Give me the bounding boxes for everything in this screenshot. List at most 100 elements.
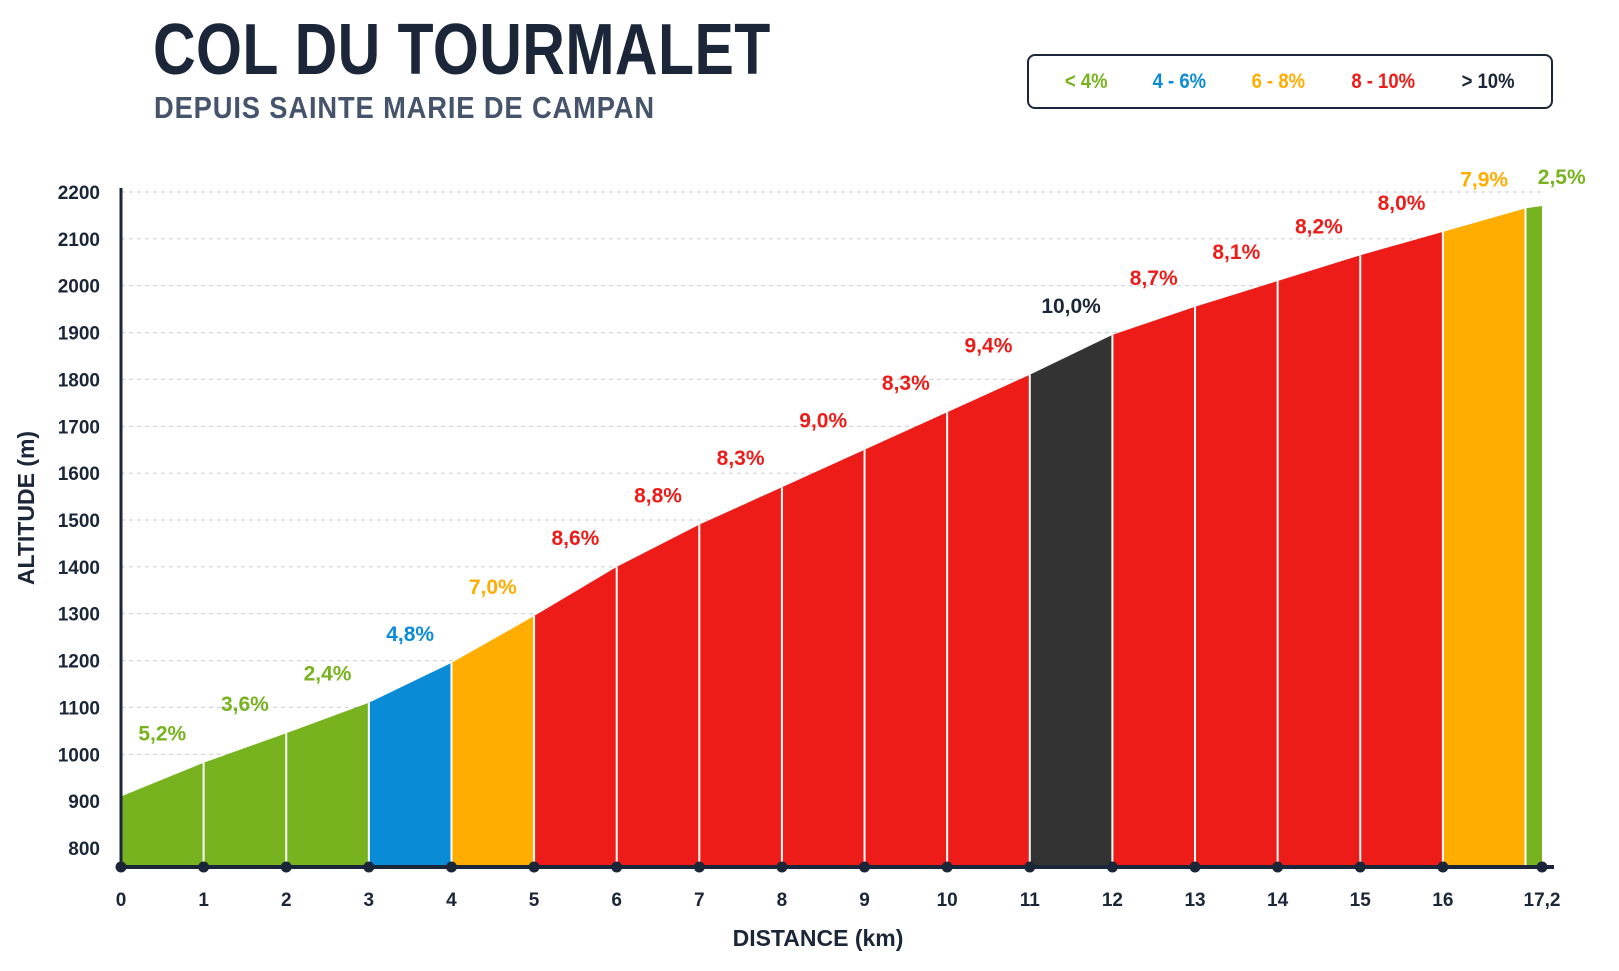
- segment-area: [1277, 255, 1361, 867]
- x-tick-dot: [363, 861, 375, 873]
- grade-label: 8,6%: [551, 527, 599, 550]
- y-tick-label: 1500: [58, 511, 100, 532]
- grade-label: 9,4%: [965, 335, 1013, 358]
- segment-area: [286, 702, 369, 867]
- x-tick-dot: [776, 861, 788, 873]
- x-tick-label: 4: [446, 890, 457, 911]
- segment-area: [121, 762, 204, 867]
- x-tick-label: 11: [1020, 890, 1041, 911]
- grade-label: 2,4%: [304, 663, 352, 686]
- y-tick-label: 1300: [58, 605, 100, 626]
- grade-label: 8,8%: [634, 485, 682, 508]
- segment-area: [1442, 208, 1526, 867]
- legend: < 4% 4 - 6% 6 - 8% 8 - 10% > 10%: [1027, 54, 1553, 109]
- y-tick-label: 1700: [58, 417, 100, 438]
- grade-label: 2,5%: [1538, 166, 1586, 189]
- x-tick-dot: [859, 861, 871, 873]
- segment-area: [947, 374, 1030, 867]
- grade-label: 8,7%: [1130, 267, 1178, 290]
- grade-label: 10,0%: [1041, 295, 1101, 318]
- y-tick-label: 1900: [58, 324, 100, 345]
- x-tick-dot: [611, 861, 623, 873]
- axes: [115, 188, 1554, 873]
- grade-label: 8,1%: [1212, 241, 1260, 264]
- grade-label: 8,3%: [882, 372, 930, 395]
- segment-area: [781, 449, 865, 867]
- x-tick-label: 9: [859, 890, 870, 911]
- x-tick-dot: [1536, 861, 1548, 873]
- y-tick-label: 2200: [58, 183, 100, 204]
- grade-label: 9,0%: [799, 410, 847, 433]
- segment-area: [1525, 206, 1542, 868]
- x-tick-label: 3: [364, 890, 375, 911]
- segment-area: [368, 662, 452, 867]
- grade-label: 7,0%: [469, 576, 517, 599]
- x-tick-dot: [1106, 861, 1118, 873]
- x-tick-dot: [1024, 861, 1036, 873]
- y-axis-title: ALTITUDE (m): [13, 431, 39, 585]
- chart-subtitle: DEPUIS SAINTE MARIE DE CAMPAN: [154, 90, 655, 125]
- x-tick-dot: [1189, 861, 1201, 873]
- segment-area: [1195, 281, 1278, 867]
- x-tick-label: 1: [198, 890, 209, 911]
- legend-item-gt10: > 10%: [1461, 69, 1515, 93]
- x-tick-dot: [693, 861, 705, 873]
- grade-label: 8,3%: [717, 447, 765, 470]
- legend-item-6-8: 6 - 8%: [1251, 69, 1305, 93]
- y-tick-label: 1600: [58, 464, 100, 485]
- tick-labels: 8009001000110012001300140015001600170018…: [58, 183, 1561, 911]
- segment-area: [203, 733, 287, 867]
- x-tick-dot: [280, 861, 292, 873]
- grade-label: 8,0%: [1378, 192, 1426, 215]
- x-tick-label: 12: [1102, 890, 1123, 911]
- x-axis-title: DISTANCE (km): [733, 925, 904, 951]
- legend-item-8-10: 8 - 10%: [1351, 69, 1415, 93]
- x-tick-dot: [1354, 861, 1366, 873]
- x-tick-dot: [528, 861, 540, 873]
- legend-item-4-6: 4 - 6%: [1152, 69, 1206, 93]
- y-tick-label: 2000: [58, 277, 100, 298]
- x-tick-label: 6: [611, 890, 622, 911]
- grade-label: 4,8%: [386, 623, 434, 646]
- legend-item-lt4: < 4%: [1065, 69, 1108, 93]
- y-tick-label: 800: [68, 839, 100, 860]
- gradient-segments: [121, 206, 1542, 868]
- x-tick-label: 8: [777, 890, 788, 911]
- segment-area: [699, 487, 782, 867]
- grade-label: 5,2%: [138, 723, 186, 746]
- y-tick-label: 2100: [58, 230, 100, 251]
- segment-area: [864, 412, 948, 867]
- x-tick-dot: [198, 861, 210, 873]
- x-tick-label: 17,2: [1524, 890, 1561, 911]
- x-tick-label: 5: [529, 890, 540, 911]
- y-tick-label: 1100: [59, 698, 100, 719]
- segment-area: [451, 616, 535, 867]
- segment-area: [1112, 306, 1196, 867]
- x-tick-label: 2: [281, 890, 292, 911]
- y-tick-label: 1000: [58, 745, 100, 766]
- x-tick-label: 16: [1432, 890, 1453, 911]
- x-tick-label: 10: [937, 890, 958, 911]
- segment-dividers: [202, 208, 1527, 867]
- x-tick-label: 13: [1184, 890, 1205, 911]
- y-tick-label: 900: [68, 792, 100, 813]
- x-tick-dot: [1437, 861, 1449, 873]
- x-tick-dot: [445, 861, 457, 873]
- chart-title: COL DU TOURMALET: [153, 10, 771, 90]
- segment-area: [1029, 334, 1113, 867]
- y-tick-label: 1400: [58, 558, 100, 579]
- x-tick-label: 15: [1350, 890, 1372, 911]
- segment-area: [1360, 231, 1443, 868]
- y-tick-label: 1800: [58, 370, 100, 391]
- x-tick-label: 14: [1267, 890, 1289, 911]
- grade-label: 7,9%: [1460, 168, 1508, 191]
- x-tick-dot: [1272, 861, 1284, 873]
- grade-label: 8,2%: [1295, 215, 1343, 238]
- x-tick-label: 0: [116, 890, 127, 911]
- grade-labels: 5,2% 3,6% 2,4% 4,8% 7,0% 8,6% 8,8% 8,3% 9,0% 8,3%…: [138, 166, 1586, 746]
- grade-label: 3,6%: [221, 693, 269, 716]
- x-tick-dot: [115, 861, 127, 873]
- segment-area: [534, 566, 617, 867]
- segment-area: [616, 524, 700, 867]
